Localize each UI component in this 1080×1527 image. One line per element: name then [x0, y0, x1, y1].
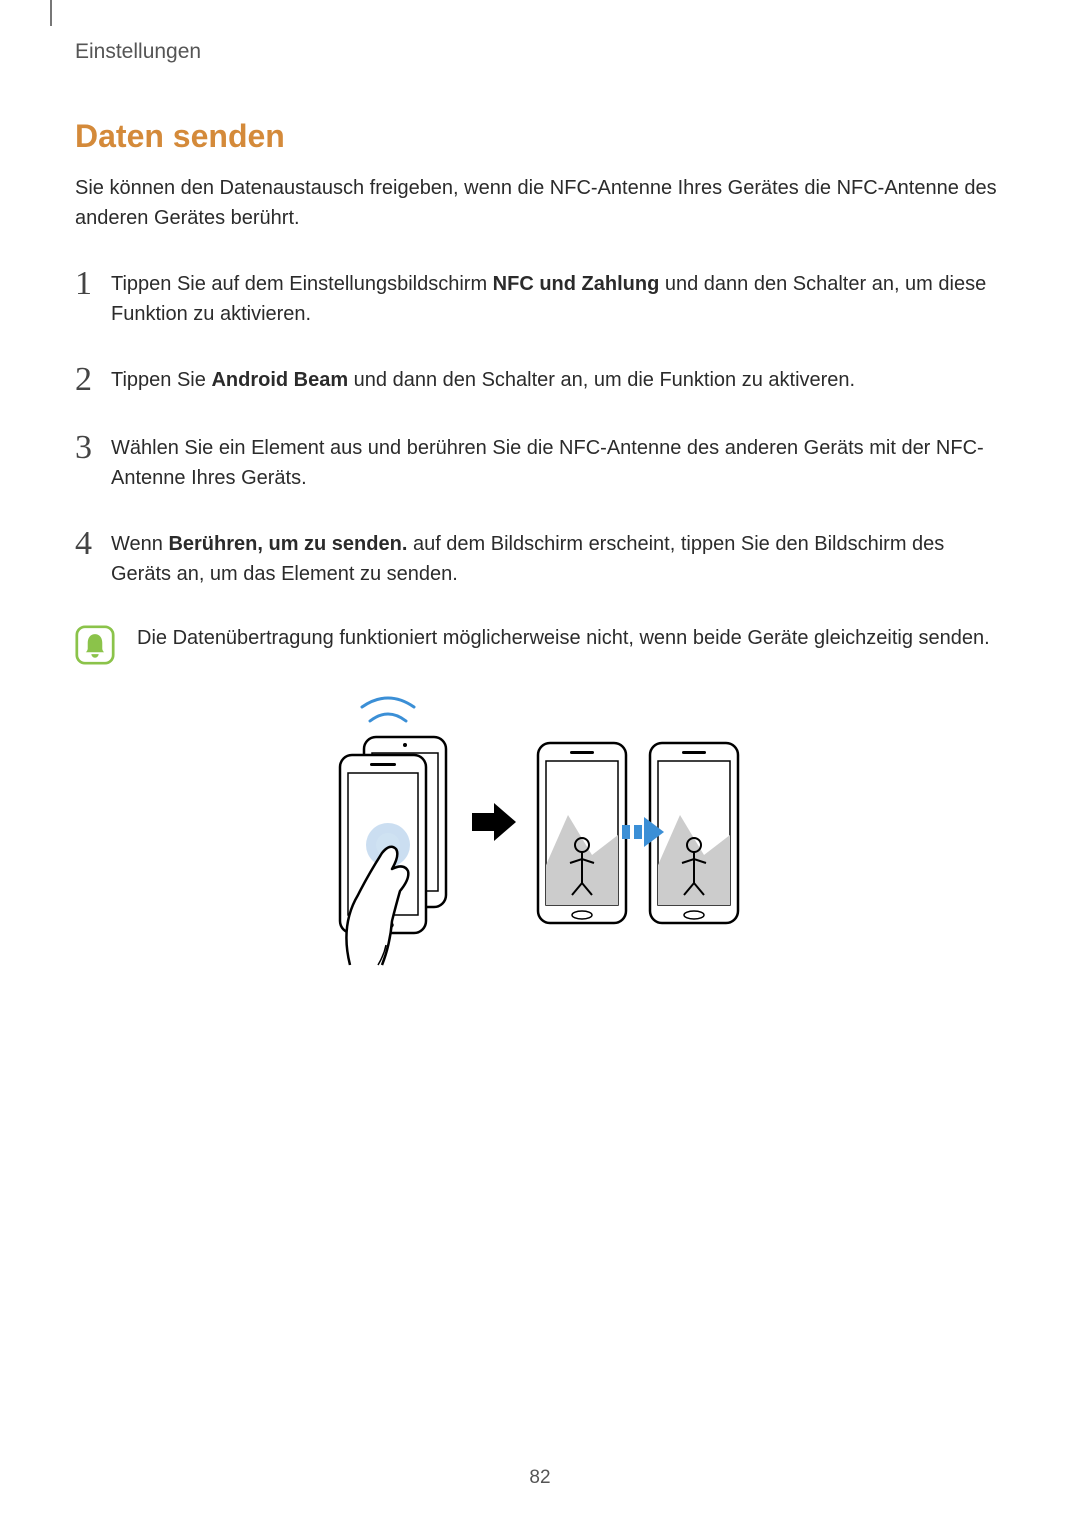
step-number: 3 [75, 431, 111, 465]
step-text-bold: NFC und Zahlung [493, 273, 660, 295]
step-text-bold: Android Beam [211, 369, 348, 391]
nfc-illustration [75, 695, 1005, 975]
page-content: Einstellungen Daten senden Sie können de… [0, 0, 1080, 975]
step-3: 3 Wählen Sie ein Element aus und berühre… [75, 431, 1005, 493]
step-number: 4 [75, 527, 111, 561]
step-text-pre: Wenn [111, 533, 168, 555]
step-text-pre: Tippen Sie [111, 369, 211, 391]
step-number: 1 [75, 267, 111, 301]
step-number: 2 [75, 363, 111, 397]
section-label: Einstellungen [75, 40, 1005, 64]
step-text-pre: Tippen Sie auf dem Einstellungsbildschir… [111, 273, 493, 295]
step-text: Tippen Sie auf dem Einstellungsbildschir… [111, 267, 1005, 329]
page-number: 82 [0, 1467, 1080, 1489]
step-text: Wählen Sie ein Element aus und berühren … [111, 431, 1005, 493]
note-text: Die Datenübertragung funktioniert möglic… [137, 623, 990, 653]
step-text: Tippen Sie Android Beam und dann den Sch… [111, 363, 855, 395]
intro-paragraph: Sie können den Datenaustausch freigeben,… [75, 173, 1005, 233]
page-heading: Daten senden [75, 118, 1005, 155]
note-callout: Die Datenübertragung funktioniert möglic… [75, 623, 1005, 665]
step-1: 1 Tippen Sie auf dem Einstellungsbildsch… [75, 267, 1005, 329]
step-text-post: und dann den Schalter an, um die Funktio… [348, 369, 855, 391]
step-4: 4 Wenn Berühren, um zu senden. auf dem B… [75, 527, 1005, 589]
step-text: Wenn Berühren, um zu senden. auf dem Bil… [111, 527, 1005, 589]
step-2: 2 Tippen Sie Android Beam und dann den S… [75, 363, 1005, 397]
step-text-pre: Wählen Sie ein Element aus und berühren … [111, 437, 984, 489]
note-bell-icon [75, 625, 115, 665]
step-text-bold: Berühren, um zu senden. [168, 533, 407, 555]
header-tick-mark [50, 0, 52, 26]
